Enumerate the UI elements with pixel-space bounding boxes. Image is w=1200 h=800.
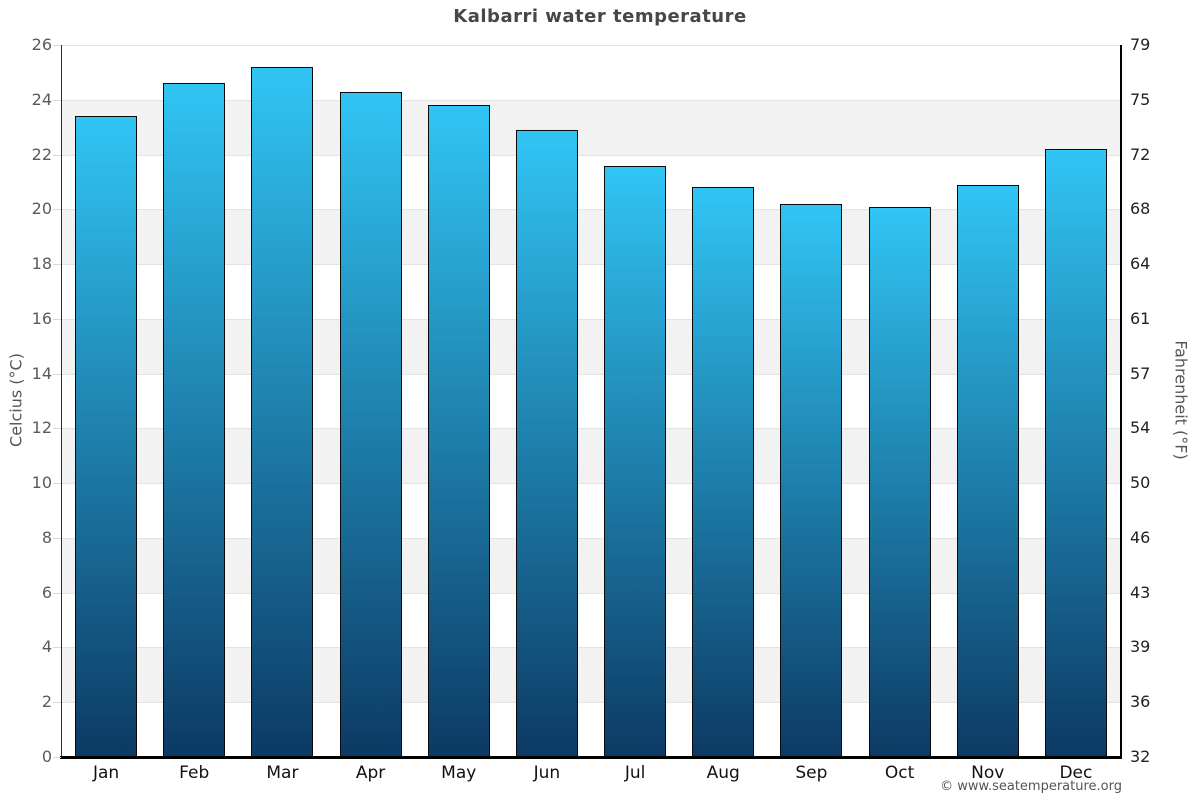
celsius-tick-label: 0 — [41, 747, 52, 766]
right-y-axis-line — [1120, 45, 1122, 759]
fahrenheit-tick-label: 57 — [1130, 363, 1151, 383]
background-band — [62, 209, 1120, 265]
bar-jun — [515, 129, 578, 757]
fahrenheit-tick-label: 39 — [1130, 637, 1151, 657]
gridline — [62, 45, 1120, 46]
celsius-tick-mark — [53, 483, 61, 485]
month-tick-label: Jul — [624, 763, 646, 783]
bar-apr — [339, 91, 402, 757]
month-tick-label: Apr — [355, 763, 386, 783]
gridline — [62, 373, 1120, 375]
gridline — [62, 483, 1120, 485]
bar-feb — [163, 83, 226, 757]
fahrenheit-tick-label: 32 — [1130, 747, 1151, 766]
month-tick-label: Aug — [706, 763, 740, 783]
month-tick-label: Jan — [92, 763, 120, 783]
gridline — [62, 537, 1120, 539]
month-tick-label: Feb — [179, 763, 210, 783]
fahrenheit-tick-label: 68 — [1130, 199, 1151, 219]
fahrenheit-tick-label: 72 — [1130, 144, 1151, 164]
bar-oct — [868, 206, 931, 757]
celsius-tick-mark — [53, 264, 61, 266]
background-band — [62, 428, 1120, 484]
celsius-tick-mark — [53, 702, 61, 704]
month-tick-label: May — [441, 763, 477, 783]
celsius-tick-mark — [53, 318, 61, 320]
right-axis-title: Fahrenheit (°F) — [1171, 340, 1191, 460]
month-tick-label: Jun — [533, 763, 561, 783]
celsius-tick-label: 12 — [31, 418, 52, 438]
gridline — [62, 154, 1120, 156]
fahrenheit-tick-label: 61 — [1130, 308, 1151, 328]
month-tick-label: Mar — [266, 763, 299, 783]
fahrenheit-tick-label: 46 — [1130, 527, 1151, 547]
fahrenheit-tick-label: 50 — [1130, 473, 1151, 493]
celsius-tick-mark — [53, 428, 61, 430]
background-band — [62, 647, 1120, 703]
celsius-tick-mark — [53, 647, 61, 649]
bar-nov — [956, 184, 1019, 757]
celsius-tick-mark — [53, 99, 61, 101]
month-tick-label: Dec — [1059, 763, 1093, 783]
bar-may — [427, 105, 490, 757]
celsius-tick-label: 22 — [31, 144, 52, 164]
x-axis-line — [60, 756, 1122, 759]
celsius-tick-label: 6 — [41, 582, 52, 602]
celsius-tick-label: 4 — [41, 637, 52, 657]
bar-sep — [780, 203, 843, 757]
fahrenheit-tick-label: 75 — [1130, 89, 1151, 109]
celsius-tick-label: 20 — [31, 199, 52, 219]
month-tick-label: Sep — [795, 763, 828, 783]
fahrenheit-tick-label: 79 — [1130, 35, 1151, 54]
gridline — [62, 428, 1120, 430]
celsius-tick-label: 26 — [31, 35, 52, 54]
gridline — [62, 592, 1120, 594]
copyright-attribution: © www.seatemperature.org — [940, 779, 1122, 794]
gridline — [62, 264, 1120, 266]
fahrenheit-tick-label: 36 — [1130, 692, 1151, 712]
bar-mar — [251, 66, 314, 757]
celsius-tick-label: 10 — [31, 473, 52, 493]
background-band — [62, 537, 1120, 593]
celsius-tick-mark — [53, 154, 61, 156]
bar-jul — [604, 165, 667, 757]
celsius-tick-label: 18 — [31, 254, 52, 274]
bar-aug — [692, 187, 755, 757]
month-tick-label: Nov — [971, 763, 1005, 783]
left-y-axis-line — [61, 45, 62, 757]
fahrenheit-tick-label: 54 — [1130, 418, 1151, 438]
fahrenheit-tick-label: 64 — [1130, 254, 1151, 274]
background-band — [62, 99, 1120, 155]
plot-area — [62, 45, 1120, 757]
chart-title: Kalbarri water temperature — [453, 6, 747, 27]
background-band — [62, 318, 1120, 374]
gridline — [62, 209, 1120, 211]
fahrenheit-tick-label: 43 — [1130, 582, 1151, 602]
celsius-tick-label: 2 — [41, 692, 52, 712]
gridline — [62, 647, 1120, 649]
gridline — [62, 99, 1120, 101]
celsius-tick-label: 14 — [31, 363, 52, 383]
celsius-tick-label: 16 — [31, 308, 52, 328]
celsius-tick-mark — [53, 45, 61, 46]
celsius-tick-mark — [53, 209, 61, 211]
left-axis-title: Celcius (°C) — [6, 353, 26, 447]
celsius-tick-mark — [53, 373, 61, 375]
month-tick-label: Oct — [884, 763, 915, 783]
celsius-tick-label: 24 — [31, 89, 52, 109]
celsius-tick-mark — [53, 592, 61, 594]
celsius-tick-mark — [53, 537, 61, 539]
bar-dec — [1044, 149, 1107, 757]
celsius-tick-label: 8 — [41, 527, 52, 547]
bar-jan — [75, 116, 138, 757]
gridline — [62, 702, 1120, 704]
gridline — [62, 318, 1120, 320]
celsius-tick-mark — [53, 757, 61, 758]
